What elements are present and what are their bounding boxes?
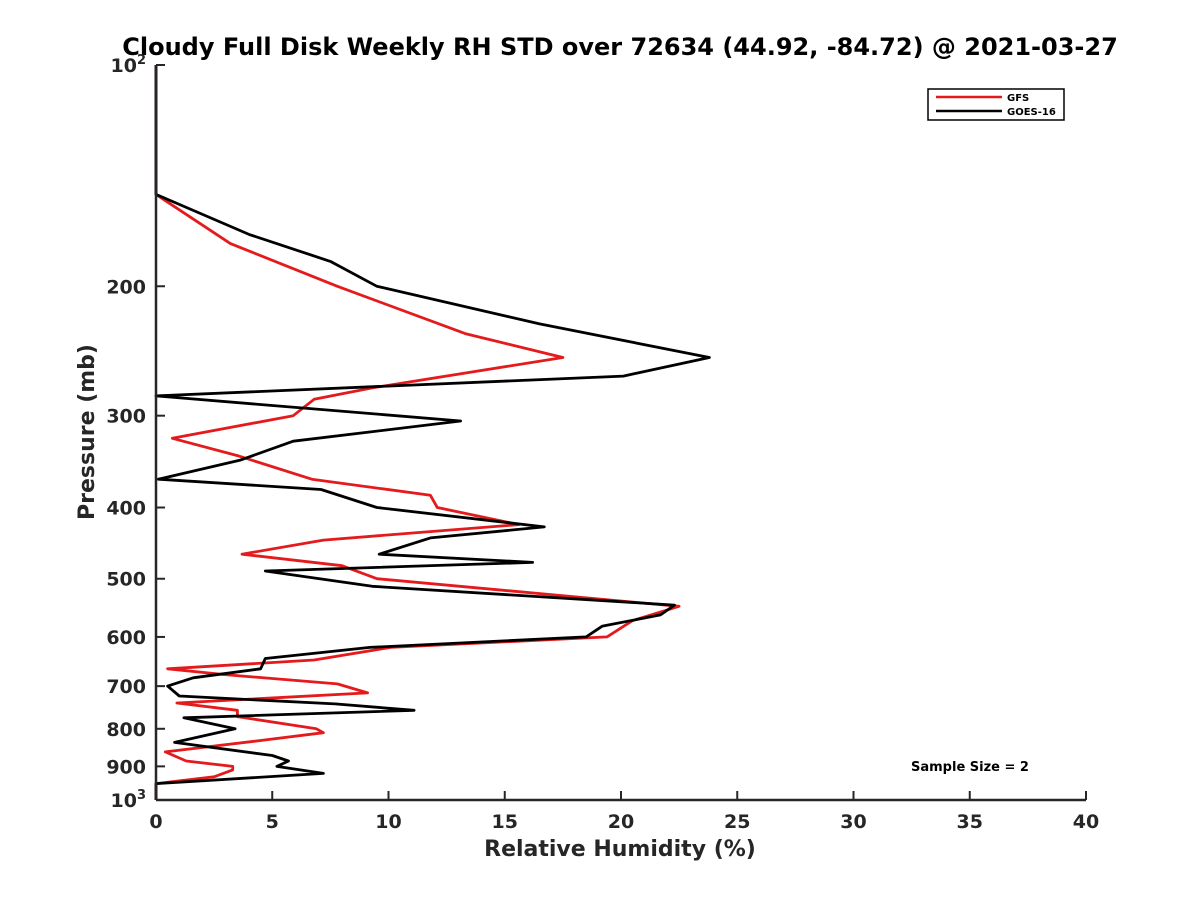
y-tick-label: 103 — [111, 788, 147, 812]
y-tick-label: 400 — [106, 498, 146, 520]
x-tick-label: 40 — [1073, 811, 1099, 833]
legend: GFS GOES-16 — [927, 88, 1065, 121]
y-tick-label: 600 — [106, 627, 146, 649]
y-tick-label: 102 — [111, 53, 147, 77]
y-axis-label: Pressure (mb) — [75, 344, 100, 520]
legend-label-goes16: GOES-16 — [1007, 107, 1056, 118]
x-tick-label: 0 — [149, 811, 162, 833]
y-tick-label: 200 — [106, 276, 146, 298]
series-line-goes16 — [154, 65, 711, 800]
x-tick-label: 15 — [492, 811, 518, 833]
x-tick-label: 5 — [266, 811, 279, 833]
y-ticks: 102 200 300 400 500 600 700 800 900 103 — [106, 53, 165, 812]
x-tick-label: 25 — [724, 811, 750, 833]
plot-area — [154, 65, 711, 800]
y-tick-label: 700 — [106, 676, 146, 698]
y-tick-label: 900 — [106, 756, 146, 778]
y-tick-label: 800 — [106, 719, 146, 741]
y-tick-label: 500 — [106, 569, 146, 591]
sample-size-annotation: Sample Size = 2 — [911, 760, 1029, 775]
x-tick-label: 30 — [840, 811, 866, 833]
x-tick-label: 10 — [375, 811, 401, 833]
chart-title: Cloudy Full Disk Weekly RH STD over 7263… — [122, 33, 1118, 61]
series-line-gfs — [154, 65, 681, 800]
x-axis-label: Relative Humidity (%) — [484, 837, 756, 862]
x-ticks: 0 5 10 15 20 25 30 35 40 — [149, 791, 1099, 833]
x-tick-label: 35 — [957, 811, 983, 833]
y-tick-label: 300 — [106, 406, 146, 428]
legend-box — [927, 88, 1065, 121]
legend-label-gfs: GFS — [1007, 93, 1029, 104]
x-tick-label: 20 — [608, 811, 634, 833]
